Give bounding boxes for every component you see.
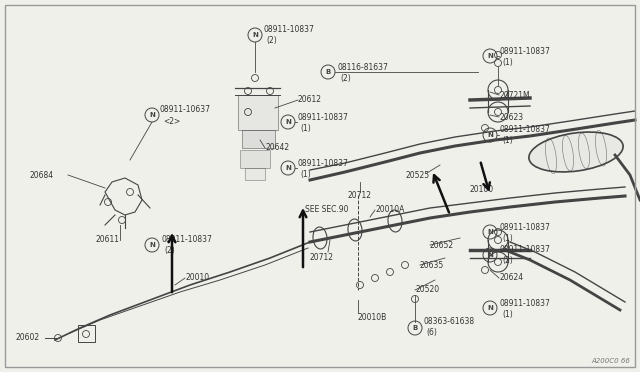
Text: SEE SEC.90: SEE SEC.90 bbox=[305, 205, 349, 215]
Text: (1): (1) bbox=[502, 234, 513, 243]
Text: 20520: 20520 bbox=[415, 285, 439, 295]
Text: <2>: <2> bbox=[163, 116, 180, 125]
Text: N: N bbox=[487, 252, 493, 258]
Text: 20525: 20525 bbox=[405, 170, 429, 180]
Text: 20712: 20712 bbox=[348, 190, 372, 199]
Text: 08911-10837: 08911-10837 bbox=[499, 125, 550, 135]
Text: 08911-10837: 08911-10837 bbox=[499, 246, 550, 254]
Text: 20100: 20100 bbox=[470, 186, 494, 195]
Text: 08911-10837: 08911-10837 bbox=[499, 298, 550, 308]
Text: 08911-10837: 08911-10837 bbox=[499, 46, 550, 55]
Text: 20010A: 20010A bbox=[375, 205, 404, 215]
Polygon shape bbox=[245, 168, 265, 180]
Ellipse shape bbox=[529, 132, 623, 172]
Text: N: N bbox=[487, 305, 493, 311]
Text: 20721M: 20721M bbox=[499, 90, 530, 99]
Text: 20624: 20624 bbox=[499, 273, 523, 282]
Text: 08911-10837: 08911-10837 bbox=[297, 112, 348, 122]
Polygon shape bbox=[238, 95, 278, 130]
Text: 20623: 20623 bbox=[499, 112, 523, 122]
Text: (1): (1) bbox=[300, 124, 311, 132]
Text: N: N bbox=[149, 112, 155, 118]
Text: 08911-10637: 08911-10637 bbox=[160, 106, 211, 115]
Text: 20010B: 20010B bbox=[358, 314, 387, 323]
Text: 20652: 20652 bbox=[430, 241, 454, 250]
Text: (2): (2) bbox=[502, 257, 513, 266]
Text: 20611: 20611 bbox=[95, 235, 119, 244]
Text: (1): (1) bbox=[502, 310, 513, 318]
Text: (2): (2) bbox=[340, 74, 351, 83]
Text: N: N bbox=[149, 242, 155, 248]
Text: (2): (2) bbox=[164, 247, 175, 256]
Text: 08363-61638: 08363-61638 bbox=[423, 317, 474, 327]
Text: 08116-81637: 08116-81637 bbox=[337, 62, 388, 71]
Text: B: B bbox=[412, 325, 418, 331]
Text: 20612: 20612 bbox=[298, 96, 322, 105]
Text: 08911-10837: 08911-10837 bbox=[499, 222, 550, 231]
Text: N: N bbox=[252, 32, 258, 38]
Text: 08911-10837: 08911-10837 bbox=[161, 235, 212, 244]
Text: 08911-10837: 08911-10837 bbox=[263, 26, 314, 35]
Text: B: B bbox=[325, 69, 331, 75]
Text: (6): (6) bbox=[426, 328, 437, 337]
Text: N: N bbox=[487, 229, 493, 235]
Text: 20712: 20712 bbox=[310, 253, 334, 263]
Text: (1): (1) bbox=[300, 170, 311, 179]
Text: 20635: 20635 bbox=[420, 260, 444, 269]
Polygon shape bbox=[242, 130, 275, 148]
Text: 20010: 20010 bbox=[185, 273, 209, 282]
Text: N: N bbox=[487, 53, 493, 59]
Text: N: N bbox=[487, 132, 493, 138]
Text: (1): (1) bbox=[502, 137, 513, 145]
Text: 20642: 20642 bbox=[265, 144, 289, 153]
Text: N: N bbox=[285, 119, 291, 125]
Text: 08911-10837: 08911-10837 bbox=[297, 158, 348, 167]
Text: 20602: 20602 bbox=[15, 334, 39, 343]
Text: 20684: 20684 bbox=[30, 170, 54, 180]
Polygon shape bbox=[240, 150, 270, 168]
Text: (1): (1) bbox=[502, 58, 513, 67]
Text: (2): (2) bbox=[266, 36, 276, 45]
Text: A200C0 66: A200C0 66 bbox=[591, 358, 630, 364]
Text: N: N bbox=[285, 165, 291, 171]
